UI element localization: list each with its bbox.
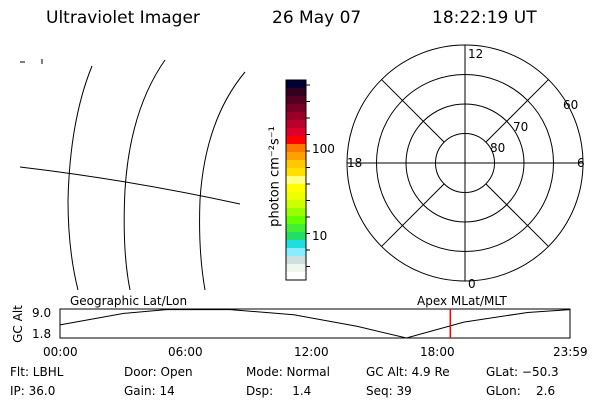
- x-tick: 12:00: [294, 345, 329, 359]
- colorbar-segment: [286, 96, 306, 105]
- mode-status: Mode: Normal: [246, 365, 330, 379]
- meridian-line: [123, 59, 166, 291]
- colorbar-segment: [286, 120, 306, 129]
- timeline-left-label: Geographic Lat/Lon: [70, 294, 188, 308]
- polar-plot: [346, 44, 584, 282]
- glon-status: GLon: 2.6: [486, 384, 556, 398]
- geographic-map: [19, 59, 246, 291]
- colorbar-segment: [286, 264, 306, 273]
- polar-diagonal: [381, 183, 445, 247]
- x-tick: 00:00: [43, 345, 78, 359]
- colorbar-segment: [286, 104, 306, 113]
- colorbar-segment: [286, 216, 306, 225]
- colorbar-segment: [286, 248, 306, 257]
- meridian-line: [199, 71, 246, 291]
- colorbar-tick-100: 100: [312, 142, 335, 156]
- y-axis-label: GC Alt: [11, 305, 25, 343]
- colorbar-segment: [286, 200, 306, 209]
- x-tick: 06:00: [168, 345, 203, 359]
- colorbar-segment: [286, 128, 306, 137]
- time-label: 18:22:19 UT: [432, 8, 537, 28]
- colorbar-unit-label: photon cm⁻²s⁻¹: [267, 126, 283, 227]
- colorbar-segment: [286, 160, 306, 169]
- polar-diagonal: [485, 79, 549, 143]
- colorbar-segment: [286, 80, 306, 89]
- timeline-right-label: Apex MLat/MLT: [417, 294, 507, 308]
- colorbar-segment: [286, 208, 306, 217]
- timeline-plot: [59, 308, 571, 339]
- polar-ring-60: 60: [563, 98, 579, 112]
- colorbar-segment: [286, 88, 306, 97]
- colorbar-segment: [286, 112, 306, 121]
- altitude-curve: [59, 309, 571, 339]
- colorbar-segment: [286, 240, 306, 249]
- colorbar-tick-10: 10: [312, 229, 328, 243]
- colorbar-segment: [286, 224, 306, 233]
- colorbar: [285, 79, 310, 281]
- colorbar-segment: [286, 152, 306, 161]
- polar-diagonal: [381, 79, 445, 143]
- y-tick-9: 9.0: [32, 306, 52, 320]
- polar-ring-80: 80: [490, 141, 506, 155]
- x-tick: 18:00: [420, 345, 455, 359]
- polar-label-12: 12: [468, 47, 484, 61]
- colorbar-segment: [286, 256, 306, 265]
- colorbar-segment: [286, 144, 306, 153]
- timeline-frame: [59, 308, 571, 339]
- date-label: 26 May 07: [272, 8, 362, 28]
- polar-label-6: 6: [577, 156, 585, 170]
- colorbar-segment: [286, 184, 306, 193]
- x-tick: 23:59: [553, 345, 588, 359]
- meridian-line: [67, 65, 93, 291]
- polar-label-18: 18: [347, 156, 363, 170]
- colorbar-segment: [286, 176, 306, 185]
- parallel-line: [19, 166, 241, 205]
- y-tick-1.8: 1.8: [32, 327, 52, 341]
- colorbar-segment: [286, 232, 306, 241]
- colorbar-segment: [286, 136, 306, 145]
- door-status: Door: Open: [124, 365, 193, 379]
- gain-status: Gain: 14: [124, 384, 175, 398]
- dsp-status: Dsp: 1.4: [246, 384, 312, 398]
- polar-label-0: 0: [468, 277, 476, 291]
- polar-ring-70: 70: [513, 120, 529, 134]
- instrument-title: Ultraviolet Imager: [46, 8, 200, 28]
- colorbar-segment: [286, 168, 306, 177]
- colorbar-segment: [286, 272, 306, 281]
- seq-status: Seq: 39: [366, 384, 412, 398]
- polar-diagonal: [485, 183, 549, 247]
- glat-status: GLat: −50.3: [486, 365, 559, 379]
- colorbar-segment: [286, 192, 306, 201]
- colorbar-frame: [285, 79, 307, 281]
- ip-status: IP: 36.0: [10, 384, 56, 398]
- filter-status: Flt: LBHL: [10, 365, 64, 379]
- gc-alt-status: GC Alt: 4.9 Re: [366, 365, 450, 379]
